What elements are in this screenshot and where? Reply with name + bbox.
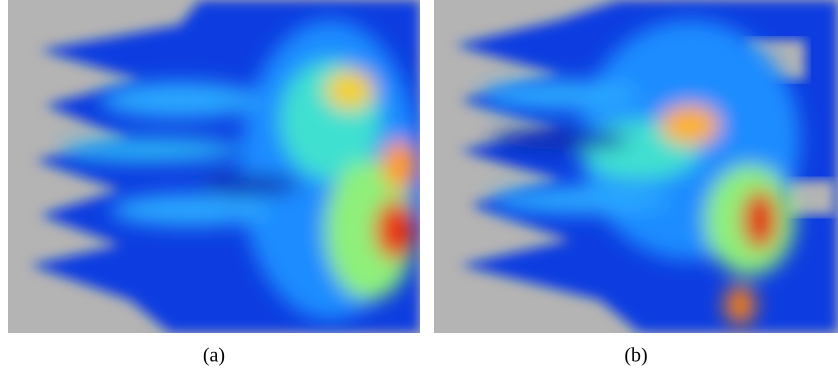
panel-a-image bbox=[8, 0, 420, 333]
caption: (b) bbox=[624, 345, 647, 367]
panel-b-image bbox=[434, 0, 838, 333]
caption: (a) bbox=[203, 345, 225, 367]
